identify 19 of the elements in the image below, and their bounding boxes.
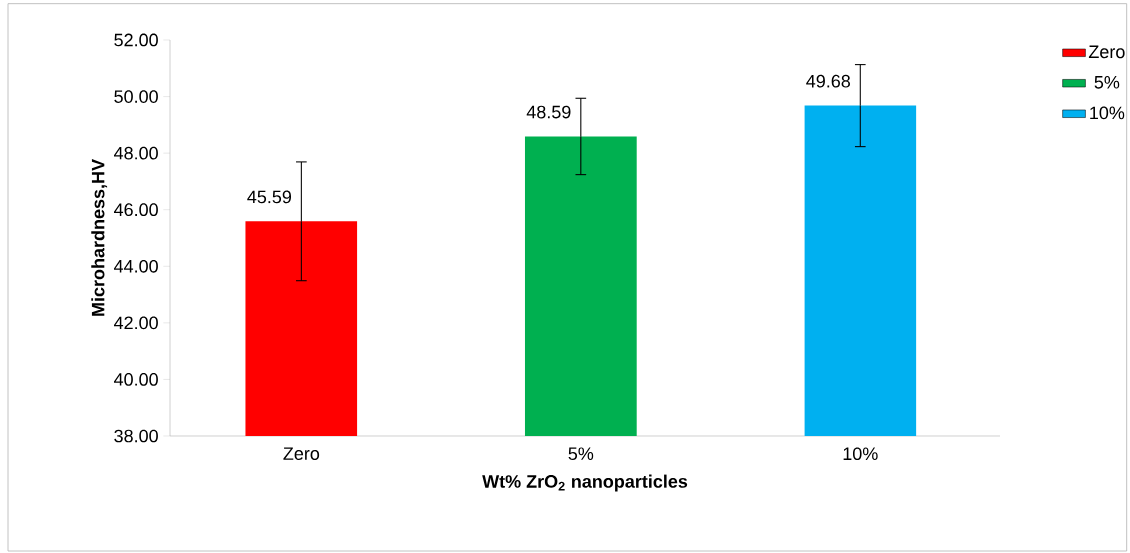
x-axis-title: Wt% ZrO$_{2}$ nanoparticles [482, 474, 688, 492]
y-tick-label: 40.00 [114, 373, 158, 386]
legend-label: Zero [1088, 45, 1125, 59]
legend-label: 5% [1094, 75, 1120, 89]
data-label: 45.59 [247, 190, 292, 204]
x-tick-label: Zero [283, 447, 320, 460]
x-tick-label: 10% [843, 447, 878, 461]
data-label: 48.59 [526, 105, 571, 119]
x-tick-label: 5% [568, 447, 594, 461]
data-label: 49.68 [806, 74, 851, 88]
y-tick-label: 52.00 [114, 33, 158, 47]
y-tick-label: 50.00 [114, 90, 158, 103]
y-tick-label: 48.00 [114, 146, 158, 160]
y-axis-title: Microhardness,HV [91, 159, 108, 316]
y-tick-label: 38.00 [114, 429, 158, 443]
y-tick-label: 42.00 [114, 316, 158, 330]
y-tick-label: 44.00 [114, 259, 158, 273]
y-tick-label: 46.00 [114, 203, 158, 217]
legend-label: 10% [1090, 106, 1125, 120]
